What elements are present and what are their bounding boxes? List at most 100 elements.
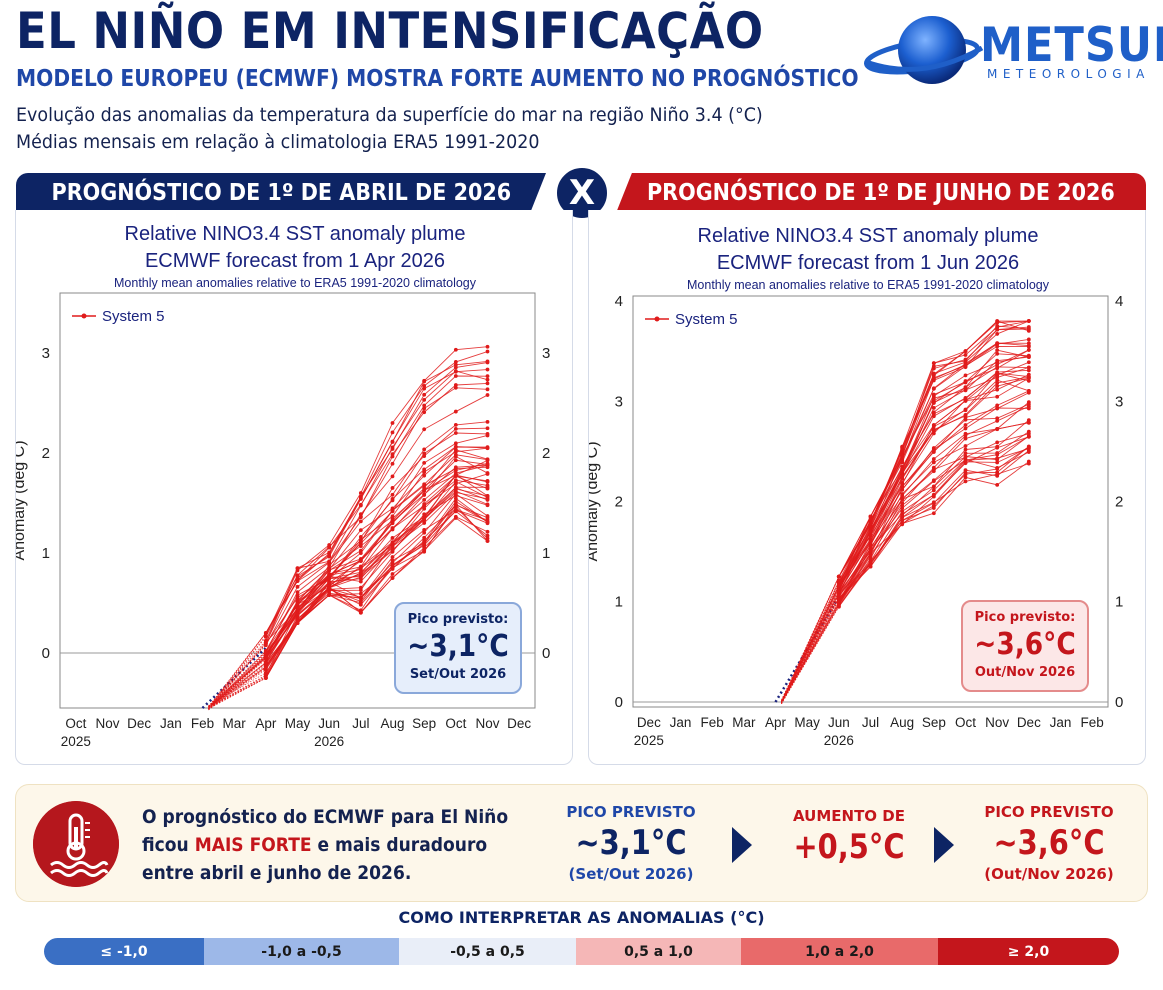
ensemble-point (995, 467, 1000, 471)
ensemble-point (931, 492, 936, 497)
ensemble-point (995, 332, 1000, 336)
ensemble-point (1026, 418, 1031, 422)
ensemble-lead-in (781, 604, 840, 703)
ensemble-point (485, 377, 490, 382)
ensemble-member-line (265, 464, 488, 655)
ensemble-point (485, 472, 490, 476)
ensemble-point (931, 410, 936, 415)
ensemble-point (327, 585, 332, 590)
scale-segment: ≥ 2,0 (938, 938, 1119, 965)
ensemble-point (1026, 444, 1031, 449)
legend-title: COMO INTERPRETAR AS ANOMALIAS (°C) (398, 908, 765, 927)
ensemble-point (931, 392, 936, 397)
ensemble-point (1026, 365, 1031, 370)
ensemble-point (931, 414, 936, 419)
ensemble-member-line (265, 491, 488, 666)
ensemble-point (931, 488, 936, 493)
ensemble-point (485, 486, 490, 491)
ensemble-lead-in (208, 636, 267, 710)
ensemble-point (995, 341, 1000, 346)
ensemble-point (868, 533, 873, 537)
ensemble-point (295, 568, 300, 573)
ensemble-member-line (265, 455, 488, 657)
summary-line-2: ficou MAIS FORTE e mais duradouro (142, 831, 508, 859)
ensemble-point (900, 509, 905, 514)
ensemble-point (963, 408, 968, 413)
ensemble-point (453, 481, 458, 486)
y-tick-label-right: 2 (542, 445, 550, 462)
x-tick-label: Feb (1081, 715, 1104, 730)
x-tick-label: Oct (445, 716, 466, 731)
logo-wordmark: METSUL (980, 18, 1163, 73)
ensemble-point (485, 433, 490, 438)
x-tick-label: Nov (475, 716, 499, 731)
ensemble-point (963, 417, 968, 422)
logo-tagline: METEOROLOGIA (987, 67, 1150, 81)
ensemble-point (485, 457, 490, 462)
ensemble-point (358, 564, 363, 569)
stat-period: (Set/Out 2026) (568, 865, 694, 883)
y-tick-label-right: 1 (542, 545, 550, 562)
x-tick-label: Jan (160, 716, 182, 731)
ensemble-point (900, 466, 905, 471)
ensemble-point (390, 548, 395, 553)
ensemble-member-line (265, 479, 488, 659)
ensemble-point (485, 519, 490, 524)
legend-label: System 5 (102, 308, 165, 325)
ensemble-point (995, 457, 1000, 462)
ensemble-lead-in (208, 672, 267, 707)
ensemble-point (358, 599, 363, 604)
chart-subtitle: ECMWF forecast from 1 Apr 2026 (145, 250, 445, 272)
ensemble-point (963, 385, 968, 390)
ensemble-point (900, 477, 905, 481)
legend-marker (81, 313, 87, 319)
ensemble-point (931, 361, 936, 366)
x-tick-label: Dec (127, 716, 151, 731)
x-tick-label: Dec (507, 716, 531, 731)
ensemble-point (422, 383, 427, 388)
ensemble-point (358, 608, 363, 613)
x-year-label: 2025 (61, 734, 91, 749)
ensemble-point (995, 371, 1000, 375)
x-tick-label: Jul (352, 716, 369, 731)
ensemble-lead-in (208, 643, 267, 710)
ensemble-point (295, 574, 300, 579)
ensemble-point (995, 426, 1000, 431)
legend-label: System 5 (675, 311, 738, 328)
ensemble-point (422, 541, 427, 546)
ensemble-lead-in (781, 595, 840, 704)
ensemble-point (995, 403, 1000, 408)
ensemble-point (390, 545, 395, 550)
ensemble-point (963, 396, 968, 400)
summary-line-2-post: e mais duradouro (311, 834, 488, 856)
ensemble-point (358, 588, 363, 593)
ensemble-point (390, 576, 395, 580)
ensemble-point (358, 515, 363, 520)
chart-panel-june: Relative NINO3.4 SST anomaly plume ECMWF … (588, 210, 1146, 765)
ensemble-point (327, 593, 332, 597)
arrow-right-icon (732, 827, 752, 863)
ensemble-point (1026, 404, 1031, 409)
ensemble-point (358, 575, 363, 579)
banner-june-label: PROGNÓSTICO DE 1º DE JUNHO DE 2026 (647, 180, 1115, 206)
scale-segment: ≤ -1,0 (44, 938, 204, 965)
chart-title: Relative NINO3.4 SST anomaly plume (125, 223, 466, 245)
ensemble-point (900, 487, 905, 492)
ensemble-point (485, 381, 490, 386)
ensemble-point (453, 369, 458, 374)
ensemble-point (963, 468, 968, 473)
ensemble-lead-in (781, 576, 840, 704)
ensemble-lead-in (208, 632, 267, 709)
x-tick-label: May (285, 716, 311, 731)
ensemble-member-line (265, 447, 488, 644)
ensemble-point (995, 444, 1000, 449)
ensemble-point (390, 541, 395, 545)
ensemble-point (931, 400, 936, 405)
ensemble-point (327, 576, 332, 581)
ensemble-member-line (265, 346, 488, 641)
ensemble-point (422, 392, 427, 397)
ensemble-point (868, 556, 873, 561)
versus-badge: X (554, 165, 610, 221)
ensemble-point (453, 385, 458, 390)
ensemble-lead-in (208, 674, 267, 708)
